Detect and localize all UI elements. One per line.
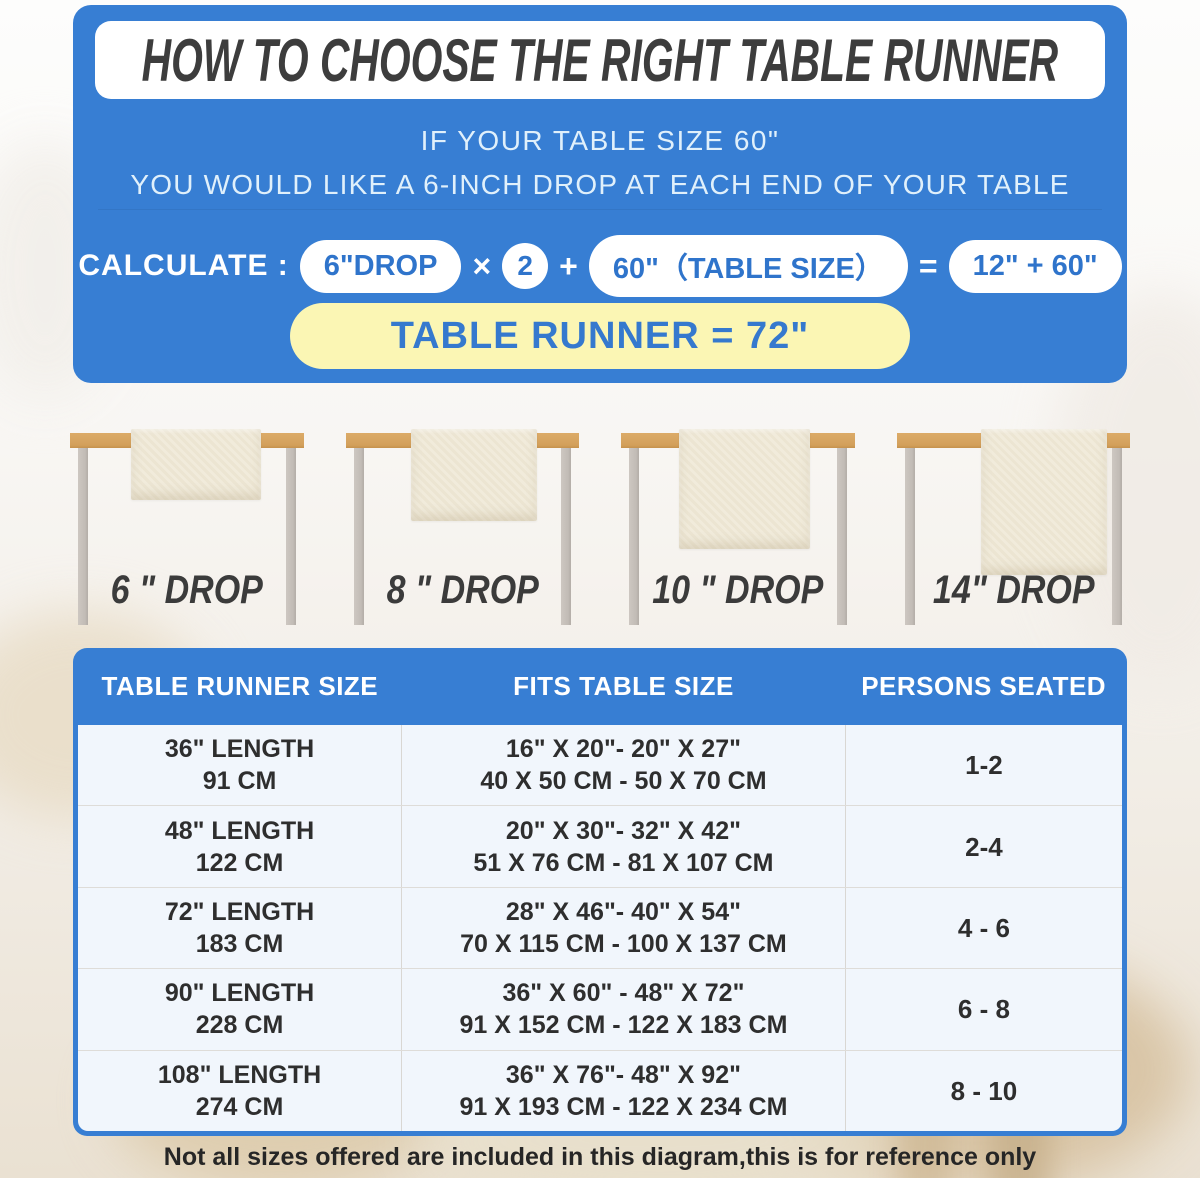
drop-figure-10in: 10 " DROP (621, 425, 855, 625)
instruction-panel: HOW TO CHOOSE THE RIGHT TABLE RUNNER IF … (73, 5, 1127, 383)
drop-figure-6in: 6 " DROP (70, 425, 304, 625)
drop-label: 8 " DROP (386, 568, 539, 612)
table-leg-left (904, 448, 915, 625)
table-leg-left (629, 448, 639, 625)
title-banner: HOW TO CHOOSE THE RIGHT TABLE RUNNER (95, 21, 1105, 99)
fits-size-inches: 36" X 60" - 48" X 72" (502, 979, 745, 1008)
drop-label: 6 " DROP (110, 568, 263, 612)
fits-size-cell: 20" X 30"- 32" X 42" 51 X 76 CM - 81 X 1… (401, 806, 846, 887)
fits-size-cm: 51 X 76 CM - 81 X 107 CM (473, 848, 774, 877)
fits-size-cm: 91 X 152 CM - 122 X 183 CM (459, 1011, 788, 1040)
runner-size-inches: 48" LENGTH (164, 816, 315, 845)
calculation-row: CALCULATE : 6"DROP × 2 + 60"（TABLE SIZE）… (73, 235, 1127, 297)
equals-sign: = (918, 247, 938, 284)
table-leg-right (836, 448, 847, 625)
table-runner (410, 429, 537, 521)
drop-illustrations: 6 " DROP 8 " DROP 10 " DROP 14" DROP (70, 425, 1130, 625)
fits-size-inches: 28" X 46"- 40" X 54" (505, 898, 741, 927)
table-leg-right (1112, 448, 1122, 625)
subtitle-line-1: IF YOUR TABLE SIZE 60" (420, 125, 780, 156)
runner-size-inches: 90" LENGTH (164, 979, 315, 1008)
runner-size-cell: 36" LENGTH 91 CM (78, 725, 401, 805)
fits-size-cell: 28" X 46"- 40" X 54" 70 X 115 CM - 100 X… (401, 887, 846, 969)
drop-label: 10 " DROP (652, 568, 824, 612)
plus-sign: + (559, 247, 578, 284)
fits-size-cm: 40 X 50 CM - 50 X 70 CM (480, 767, 767, 796)
subtitle: IF YOUR TABLE SIZE 60" YOU WOULD LIKE A … (73, 125, 1127, 201)
table-leg-right (285, 448, 296, 625)
drop-figure-8in: 8 " DROP (345, 425, 579, 625)
persons-cell: 8 - 10 (950, 1075, 1018, 1106)
column-header-runner-size: TABLE RUNNER SIZE (101, 671, 379, 701)
runner-size-cell: 90" LENGTH 228 CM (78, 969, 401, 1049)
drop-label: 14" DROP (932, 568, 1095, 612)
table-runner (679, 429, 811, 549)
fits-size-cm: 70 X 115 CM - 100 X 137 CM (460, 930, 787, 959)
size-chart-body: 36" LENGTH 91 CM 16" X 20"- 20" X 27" 40… (78, 725, 1122, 1131)
table-size-pill: 60"（TABLE SIZE） (588, 235, 908, 297)
subtitle-line-2: YOU WOULD LIKE A 6-INCH DROP AT EACH END… (130, 169, 1070, 200)
size-chart-panel: TABLE RUNNER SIZE FITS TABLE SIZE PERSON… (73, 648, 1127, 1136)
size-chart-header: TABLE RUNNER SIZE FITS TABLE SIZE PERSON… (78, 648, 1122, 725)
persons-cell: 1-2 (965, 750, 1003, 781)
fits-size-cell: 16" X 20"- 20" X 27" 40 X 50 CM - 50 X 7… (401, 725, 846, 806)
runner-size-cell: 72" LENGTH 183 CM (78, 888, 401, 968)
runner-size-cell: 108" LENGTH 274 CM (78, 1051, 401, 1131)
calculate-label: CALCULATE : (78, 249, 289, 282)
table-leg-right (561, 448, 571, 625)
fits-size-cm: 91 X 193 CM - 122 X 234 CM (459, 1092, 788, 1121)
fits-size-cell: 36" X 76"- 48" X 92" 91 X 193 CM - 122 X… (401, 1050, 846, 1131)
runner-size-cm: 228 CM (195, 1011, 284, 1040)
table-row: 48" LENGTH 122 CM 20" X 30"- 32" X 42" 5… (78, 805, 1122, 887)
sum-pill: 12" + 60" (948, 239, 1122, 293)
fits-size-cell: 36" X 60" - 48" X 72" 91 X 152 CM - 122 … (401, 969, 846, 1050)
table-row: 108" LENGTH 274 CM 36" X 76"- 48" X 92" … (78, 1049, 1122, 1131)
table-row: 72" LENGTH 183 CM 28" X 46"- 40" X 54" 7… (78, 886, 1122, 969)
persons-cell: 4 - 6 (957, 913, 1010, 944)
table-leg-left (353, 448, 364, 625)
disclaimer-note: Not all sizes offered are included in th… (163, 1143, 1037, 1171)
table-leg-left (78, 448, 88, 625)
page-title: HOW TO CHOOSE THE RIGHT TABLE RUNNER (141, 26, 1059, 94)
fits-size-inches: 36" X 76"- 48" X 92" (505, 1060, 741, 1089)
result-pill: TABLE RUNNER = 72" (290, 303, 910, 369)
runner-size-cm: 122 CM (195, 848, 284, 877)
fits-size-inches: 16" X 20"- 20" X 27" (505, 735, 741, 764)
column-header-fits-table-size: FITS TABLE SIZE (513, 671, 734, 701)
runner-size-cm: 274 CM (195, 1092, 284, 1121)
table-runner (980, 429, 1107, 575)
table-row: 90" LENGTH 228 CM 36" X 60" - 48" X 72" … (78, 968, 1122, 1050)
runner-size-cm: 91 CM (202, 767, 277, 796)
result-text: TABLE RUNNER = 72" (390, 314, 810, 357)
fits-size-inches: 20" X 30"- 32" X 42" (505, 816, 741, 845)
table-runner (130, 429, 262, 500)
table-row: 36" LENGTH 91 CM 16" X 20"- 20" X 27" 40… (78, 725, 1122, 806)
runner-size-cm: 183 CM (195, 930, 284, 959)
persons-cell: 2-4 (965, 831, 1003, 862)
multiplier-badge: 2 (502, 243, 549, 289)
runner-size-inches: 72" LENGTH (164, 898, 315, 927)
persons-cell: 6 - 8 (957, 994, 1010, 1025)
drop-figure-14in: 14" DROP (896, 425, 1130, 625)
times-sign: × (472, 247, 492, 284)
column-header-persons-seated: PERSONS SEATED (861, 671, 1107, 701)
drop-value-pill: 6"DROP (299, 239, 462, 293)
runner-size-inches: 108" LENGTH (157, 1060, 322, 1089)
runner-size-inches: 36" LENGTH (164, 735, 315, 764)
divider (98, 209, 1102, 210)
runner-size-cell: 48" LENGTH 122 CM (78, 806, 401, 886)
